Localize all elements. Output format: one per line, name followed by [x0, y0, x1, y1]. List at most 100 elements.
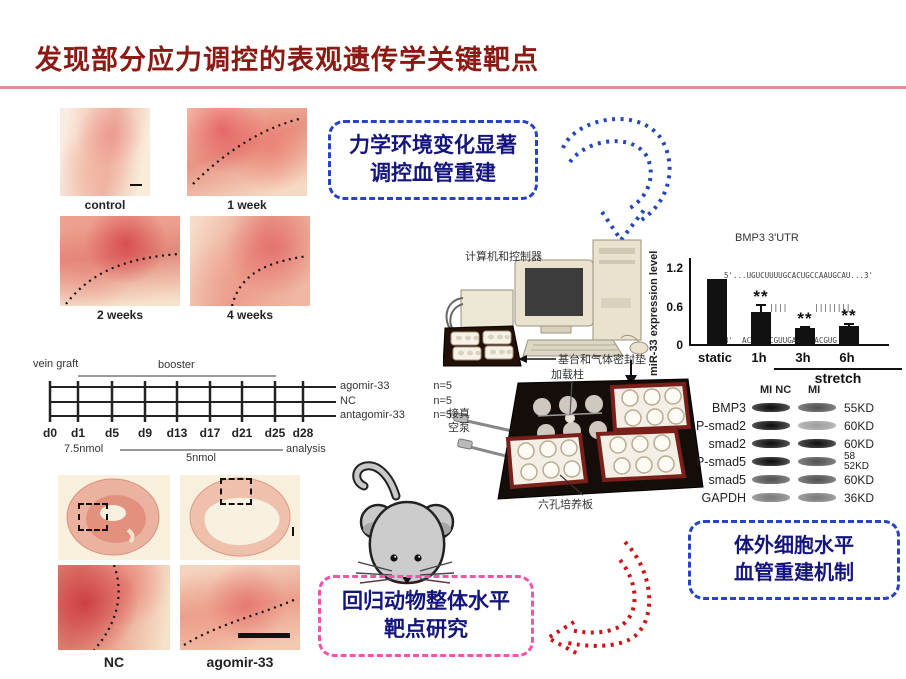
- blot-band: [798, 475, 836, 484]
- histology-label: NC: [103, 654, 125, 670]
- lane-header: MI NC: [760, 384, 792, 396]
- scale-bar: [130, 184, 142, 186]
- day-tick: d9: [137, 426, 153, 440]
- callout-in-vitro-mechanism: 体外细胞水平 血管重建机制: [688, 520, 900, 600]
- blot-row-smad5: smad5 60KD: [708, 472, 875, 487]
- page-title: 发现部分应力调控的表观遗传学关键靶点: [35, 45, 539, 75]
- x-tick: static: [698, 350, 732, 365]
- computer-label: 计算机和控制器: [465, 251, 542, 263]
- blot-band: [752, 421, 790, 430]
- vein-graft-label: vein graft: [33, 358, 79, 370]
- histology-top-grid: control 1 week 2 weeks 4 weeks: [55, 104, 313, 324]
- blot-band: [752, 457, 790, 466]
- histology-label: 4 weeks: [226, 308, 274, 322]
- x-tick: 6h: [839, 350, 855, 365]
- blot-band: [798, 457, 836, 466]
- day-tick: d5: [104, 426, 120, 440]
- chart-title: BMP3 3'UTR: [735, 232, 799, 244]
- histology-zoom-agomir: [180, 565, 300, 650]
- callout-line: 血管重建机制: [734, 562, 854, 584]
- scale-bar: [238, 633, 290, 638]
- analysis-label: analysis: [286, 443, 326, 455]
- six-well-plate-label: 六孔培养板: [538, 499, 593, 511]
- group-row: antagomir-33 n=5: [340, 409, 452, 421]
- group-row: NC n=5: [340, 395, 452, 407]
- callout-line: 体外细胞水平: [734, 535, 854, 557]
- vessel-section-nc: [58, 475, 170, 560]
- bar-static: [699, 265, 735, 344]
- dotted-boundary: [183, 597, 297, 646]
- vacuum-pump-label: 接真 空泵: [448, 408, 470, 434]
- histology-label: 2 weeks: [96, 308, 144, 322]
- blot-band: [752, 439, 790, 448]
- callout-line: 力学环境变化显著: [349, 133, 517, 157]
- y-tick: 1.2: [666, 261, 683, 275]
- callout-mechanical-remodeling: 力学环境变化显著 调控血管重建: [328, 120, 538, 200]
- dotted-boundary: [65, 252, 179, 305]
- title-divider: [0, 86, 906, 89]
- histology-image-4weeks: [190, 216, 310, 306]
- dose1-label: 7.5nmol: [64, 443, 104, 455]
- bar-1h: **: [743, 288, 779, 344]
- y-tick: 0: [676, 338, 683, 352]
- histology-zoom-nc: [58, 565, 170, 650]
- histology-image-control: [60, 108, 150, 196]
- histology-label: control: [84, 198, 126, 212]
- plot-area: ** ** **: [689, 258, 889, 346]
- western-blot-panel: MI NC MI BMP3 55KD P-smad2 60KD smad2 60…: [690, 384, 906, 516]
- stretch-group-label: stretch: [814, 370, 862, 386]
- day-tick: d17: [199, 426, 221, 440]
- mouse-illustration: [352, 461, 455, 585]
- base-seal-label: 基台和气体密封垫: [558, 354, 646, 366]
- blot-band: [798, 439, 836, 448]
- vessel-section-agomir: [180, 475, 300, 560]
- booster-label: booster: [158, 359, 195, 371]
- blot-band: [798, 493, 836, 502]
- curved-arrow-left-red-icon: [543, 540, 652, 656]
- bar-3h: **: [787, 310, 823, 344]
- blot-row-smad2: smad2 60KD: [708, 436, 875, 451]
- experiment-timeline: vein graft booster agomir-33 n=5 NC n=5 an…: [18, 356, 456, 468]
- curved-arrow-down-blue-icon: [561, 117, 672, 244]
- histology-bottom-grid: NC agomir-33: [50, 470, 310, 676]
- dotted-boundary: [230, 254, 309, 306]
- x-tick: 1h: [751, 350, 767, 365]
- day-tick: d21: [231, 426, 253, 440]
- dotted-boundary: [192, 116, 304, 185]
- day-tick: d13: [166, 426, 188, 440]
- callout-in-vivo-target: 回归动物整体水平 靶点研究: [318, 575, 534, 657]
- callout-line: 靶点研究: [384, 618, 468, 641]
- stretch-device-illustration: [453, 378, 704, 500]
- day-tick: d25: [264, 426, 286, 440]
- blot-row-psmad2: P-smad2 60KD: [695, 418, 875, 433]
- dotted-boundary: [93, 565, 120, 650]
- timeline-axes: [48, 375, 336, 451]
- computer-controller-illustration: [443, 239, 649, 367]
- histology-label: 1 week: [227, 198, 267, 212]
- lane-header: MI: [808, 384, 821, 396]
- x-tick: 3h: [795, 350, 811, 365]
- blot-row-psmad5: P-smad5 58 52KD: [695, 450, 870, 472]
- day-tick: d1: [70, 426, 86, 440]
- dose2-label: 5nmol: [186, 452, 216, 464]
- roi-box: [220, 478, 252, 505]
- y-tick: 0.6: [666, 300, 683, 314]
- callout-line: 回归动物整体水平: [342, 589, 510, 613]
- blot-row-bmp3: BMP3 55KD: [711, 400, 875, 415]
- scale-bar: [292, 527, 294, 536]
- blot-band: [798, 421, 836, 430]
- day-tick: d0: [42, 426, 58, 440]
- stretch-group-line: [774, 368, 902, 370]
- blot-band: [752, 403, 790, 412]
- histology-image-1week: [187, 108, 307, 196]
- blot-band: [752, 493, 790, 502]
- bar-6h: **: [831, 307, 867, 344]
- blot-row-gapdh: GAPDH 36KD: [701, 490, 875, 505]
- histology-label: agomir-33: [206, 654, 274, 670]
- callout-line: 调控血管重建: [370, 162, 496, 185]
- blot-band: [798, 403, 836, 412]
- loading-column-label: 加载柱: [551, 369, 584, 381]
- pointer-left-icon: [518, 355, 556, 363]
- histology-image-2weeks: [60, 216, 180, 306]
